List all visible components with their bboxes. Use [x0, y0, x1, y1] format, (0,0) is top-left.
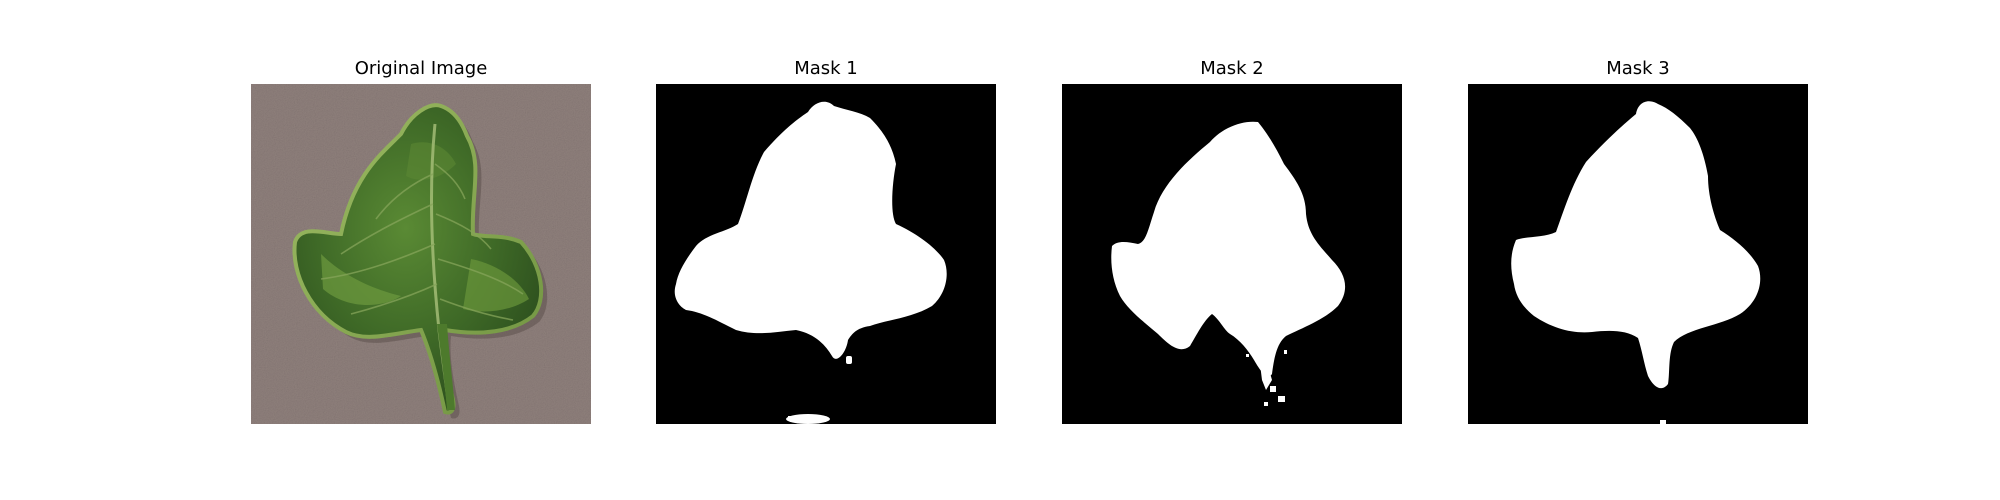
panel-mask-1: Mask 1: [656, 56, 996, 424]
panel-title: Original Image: [354, 58, 488, 79]
panel-title: Mask 3: [1606, 58, 1670, 79]
mask-3-image: [1468, 84, 1808, 424]
panel-title: Mask 2: [1200, 58, 1264, 79]
mask-foreground: [1111, 121, 1346, 377]
leaf-stem: [437, 324, 455, 410]
panel-title: Mask 1: [794, 58, 858, 79]
mask-foreground: [674, 101, 947, 359]
mask-2-image: [1062, 84, 1402, 424]
panel-original-image: Original Image: [251, 56, 591, 424]
mask-1-image: [656, 84, 996, 424]
panel-mask-2: Mask 2: [1062, 56, 1402, 424]
panel-mask-3: Mask 3: [1468, 56, 1808, 424]
mask-foreground: [1511, 101, 1761, 389]
original-leaf-photo: [251, 84, 591, 424]
